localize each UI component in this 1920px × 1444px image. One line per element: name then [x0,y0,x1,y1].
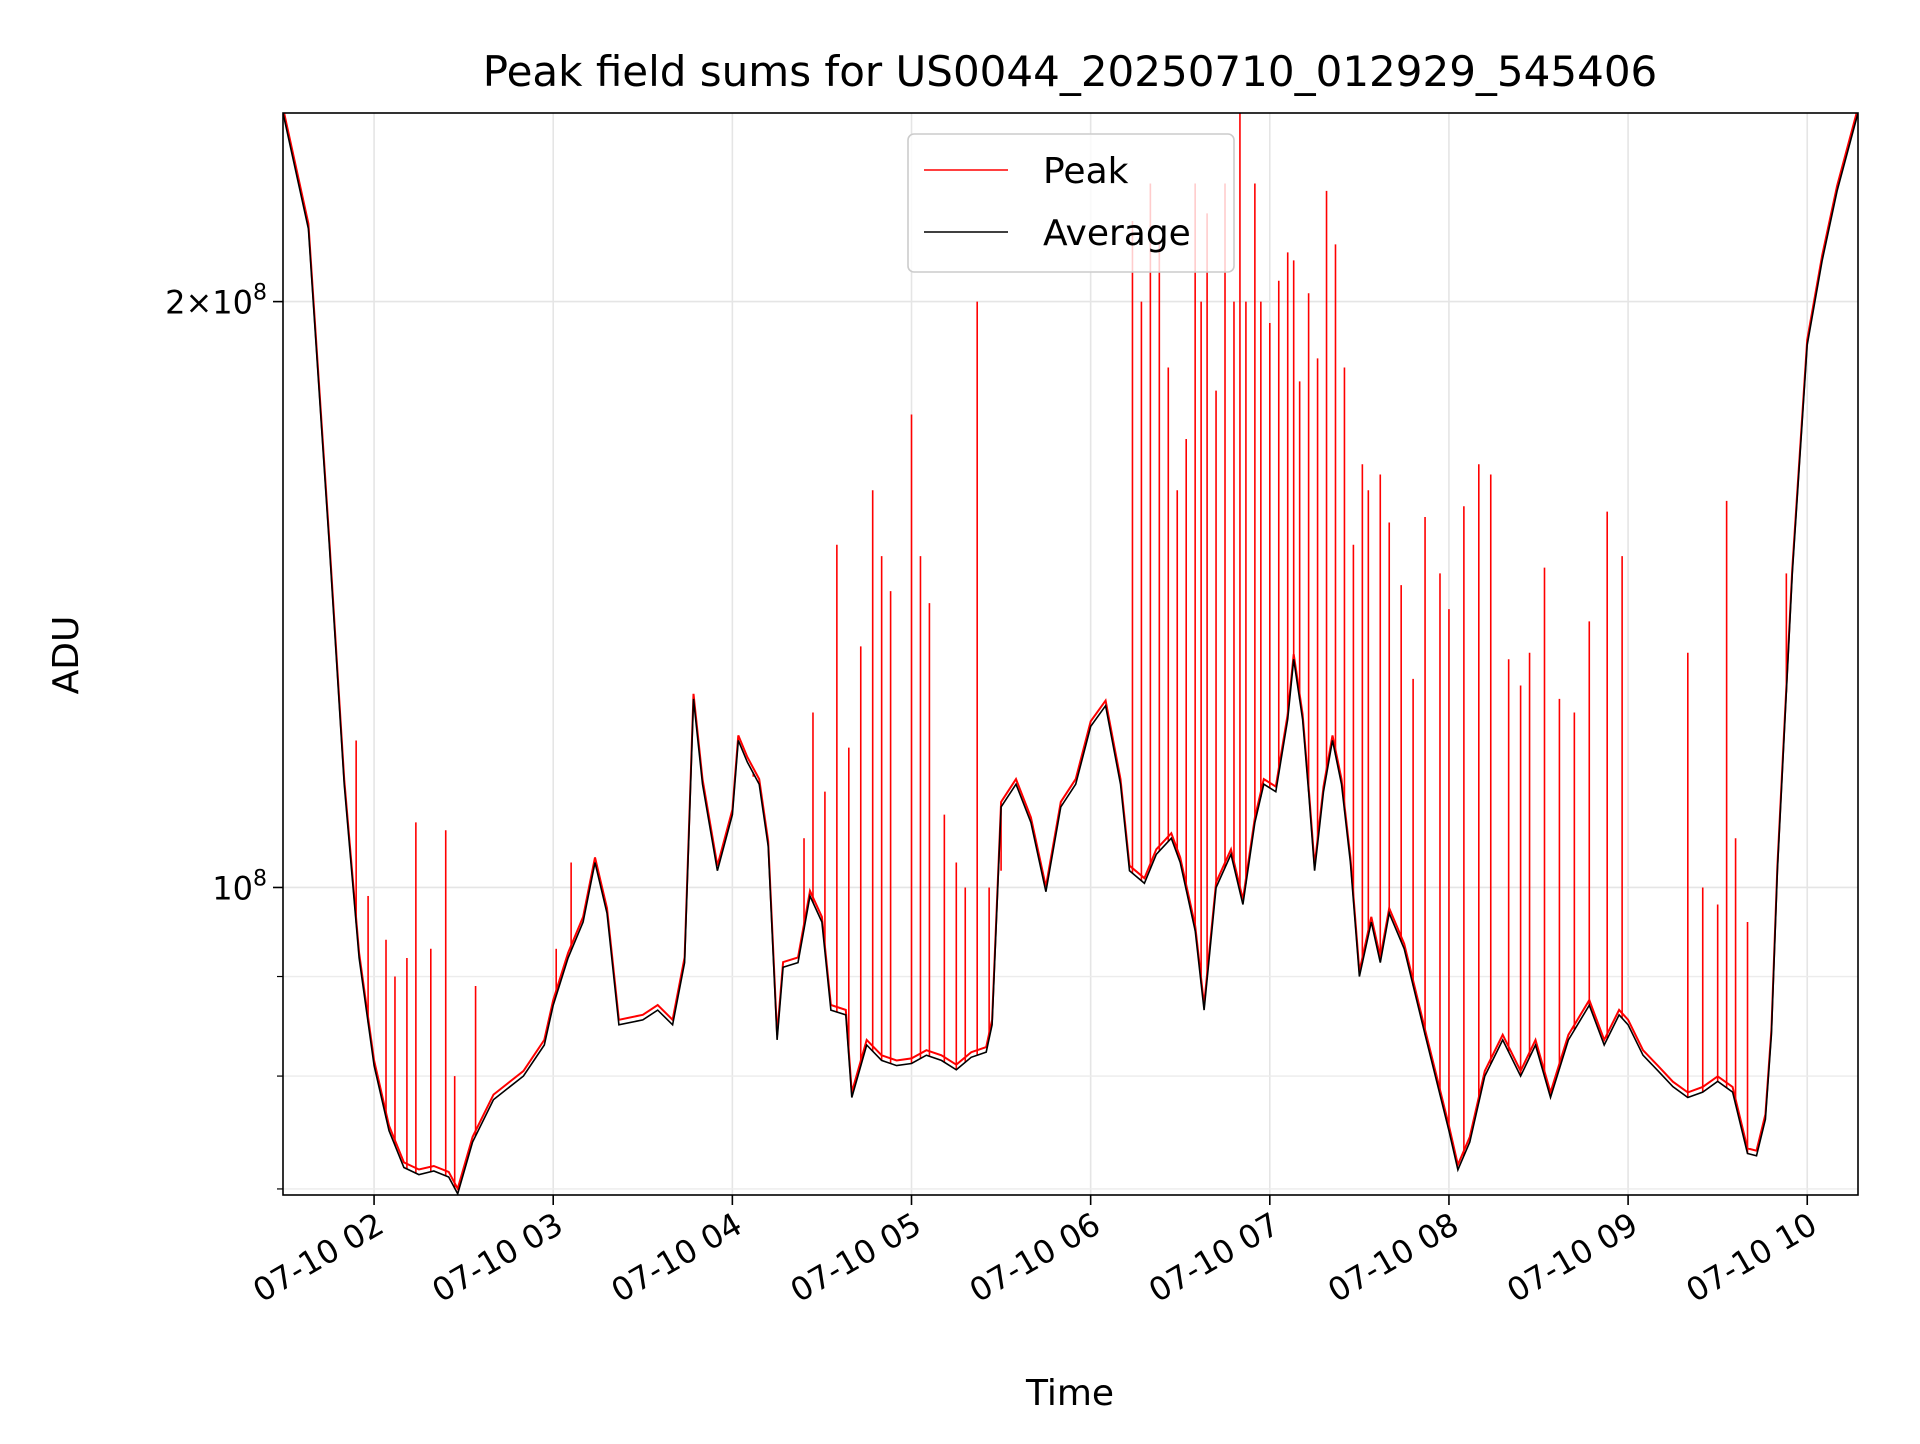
chart-title: Peak field sums for US0044_20250710_0129… [483,47,1658,96]
peak-line [283,113,1858,1192]
y-tick-exponent: 8 [253,281,267,306]
grid [283,113,1858,1195]
legend-box [907,133,1235,273]
y-tick-exponent: 8 [253,866,267,891]
series-peak [283,113,1858,1192]
x-axis-label: Time [1025,1373,1114,1414]
average-line [283,113,1858,1195]
y-axis-label: ADU [46,616,87,695]
legend-peak-label: Peak [1043,151,1129,192]
legend: Peak Average [907,133,1235,273]
legend-average-label: Average [1043,213,1191,254]
plot-area [283,113,1858,1195]
y-tick-label: 2×108 [165,281,267,322]
plot-frame [282,112,1859,1196]
series-average [283,113,1858,1195]
